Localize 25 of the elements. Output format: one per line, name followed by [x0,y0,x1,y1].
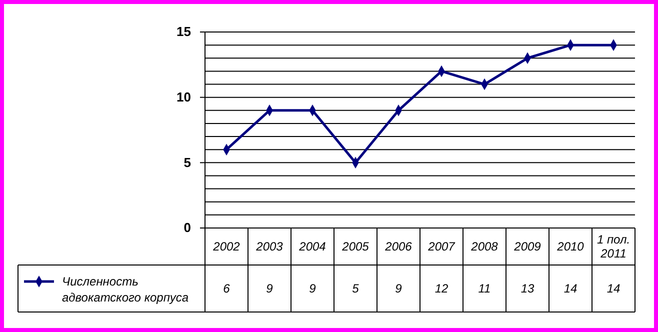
x-tick-label: 2010 [556,240,584,254]
data-label: 14 [606,282,620,296]
data-label: 11 [478,282,491,296]
y-tick-label: 15 [176,24,191,40]
data-label: 14 [564,282,578,296]
data-label: 9 [395,282,402,296]
x-tick-label: 2003 [255,240,284,254]
x-tick-label: 2006 [384,240,412,254]
data-label: 13 [520,282,534,296]
y-tick-label: 5 [184,154,191,170]
data-label: 9 [309,282,316,296]
x-tick-label: 2009 [513,240,542,254]
data-label: 5 [352,282,360,296]
x-tick-label: 2004 [298,240,326,254]
y-tick-label: 10 [176,89,191,104]
y-tick-label: 0 [184,220,191,236]
data-label: 6 [223,282,230,296]
x-tick-label: 2005 [341,240,370,254]
x-tick-label: 2008 [470,240,498,254]
legend-label: Численность адвокатского корпуса [62,274,189,304]
data-label: 9 [266,282,274,296]
x-tick-label: 2007 [427,240,456,254]
data-label: 12 [434,282,448,296]
x-tick-label: 1 пол. 2011 [596,232,630,260]
x-tick-label: 2002 [212,240,240,254]
